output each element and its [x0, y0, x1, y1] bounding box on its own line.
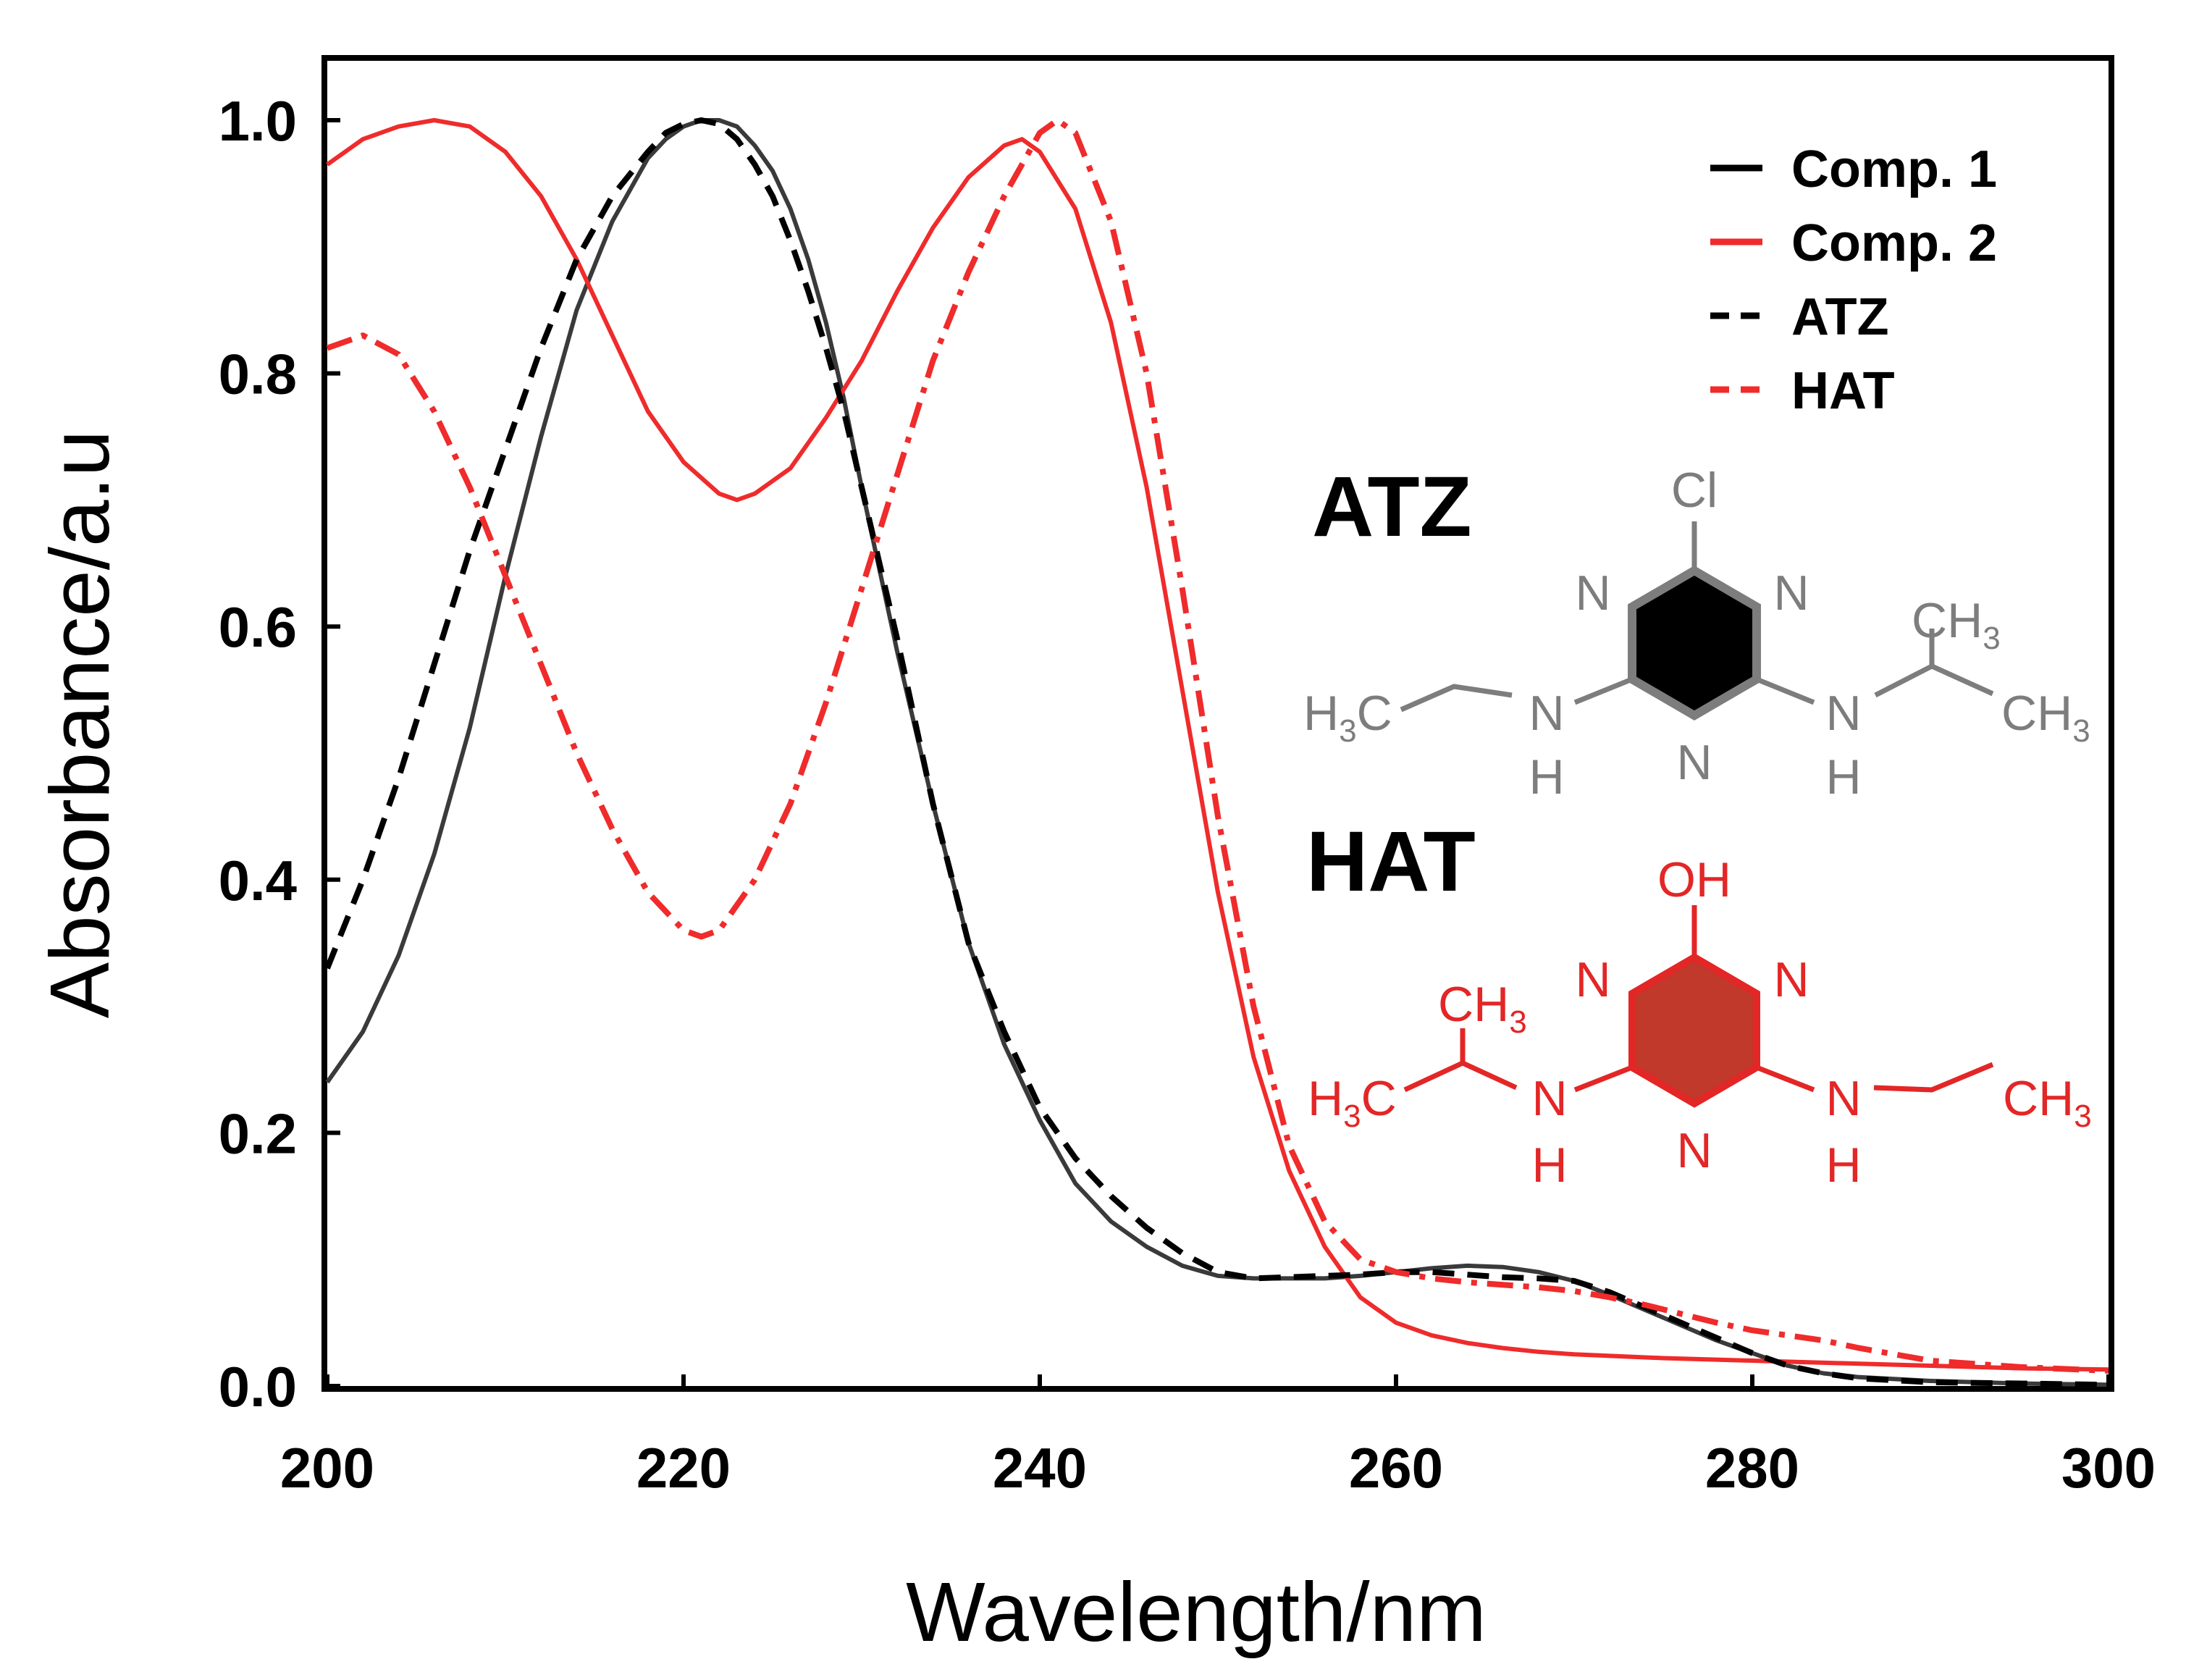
hat-h3c-left: H3C: [1308, 1071, 1397, 1134]
hat-nh-right-n: N: [1825, 1071, 1861, 1126]
legend-label-hat: HAT: [1791, 362, 1895, 420]
atz-nh-right-n: N: [1825, 686, 1861, 741]
hat-nh-right-h: H: [1825, 1138, 1861, 1193]
y-tick-label: 0.6: [219, 595, 297, 659]
atz-n-upper-right: N: [1773, 566, 1809, 621]
x-tick-label: 260: [1349, 1436, 1443, 1500]
atz-title: ATZ: [1312, 459, 1472, 555]
hat-title: HAT: [1306, 814, 1476, 910]
series-line-comp-1: [325, 118, 2109, 1387]
y-tick-label: 0.4: [219, 849, 297, 912]
series-line-comp-2: [326, 118, 2109, 1372]
ticks-layer: 200 220 240 260 280 300 0.0 0.2 0.4 0.6 0.8 1.0: [219, 89, 2156, 1500]
atz-n-bottom: N: [1676, 735, 1712, 790]
hat-ring: [1628, 953, 1760, 1108]
atz-cl-atom: Cl: [1671, 463, 1718, 518]
series-line-hat: [326, 117, 2109, 1374]
hat-nh-left-h: H: [1531, 1138, 1567, 1193]
hat-n-upper-right: N: [1773, 952, 1809, 1007]
legend-label-comp1: Comp. 1: [1791, 140, 1997, 198]
series-layer: [324, 117, 2109, 1388]
hat-n-bottom: N: [1676, 1123, 1712, 1178]
hat-oh-atom: OH: [1657, 852, 1731, 907]
atz-n-upper-left: N: [1575, 566, 1610, 621]
y-tick-label: 1.0: [219, 89, 297, 153]
legend-label-atz: ATZ: [1791, 288, 1889, 346]
x-tick-label: 220: [636, 1436, 731, 1500]
atz-nh-left-h: H: [1529, 749, 1564, 805]
legend: Comp. 1 Comp. 2 ATZ HAT: [1710, 140, 1997, 420]
legend-label-comp2: Comp. 2: [1791, 214, 1997, 272]
y-tick-label: 0.2: [219, 1101, 297, 1165]
atz-ch3-right: CH3: [2001, 686, 2090, 749]
x-axis-label: Wavelength/nm: [906, 1565, 1487, 1659]
hat-ch3-right: CH3: [2003, 1071, 2092, 1134]
atz-structure: ATZ Cl N N N N H N H H3C CH3 CH3: [1303, 459, 2090, 805]
atz-ch3-top: CH3: [1912, 593, 2001, 656]
atz-ring: [1628, 566, 1761, 721]
hat-nh-left-n: N: [1531, 1071, 1567, 1126]
y-tick-label: 0.0: [219, 1355, 297, 1419]
x-tick-label: 300: [2061, 1436, 2156, 1500]
x-tick-label: 200: [280, 1436, 374, 1500]
atz-nh-right-h: H: [1825, 749, 1861, 805]
plot-frame: [321, 55, 2114, 1392]
hat-ch3-top: CH3: [1438, 977, 1527, 1040]
atz-h3c-left: H3C: [1303, 686, 1392, 749]
y-axis-label: Absorbance/a.u: [33, 430, 127, 1019]
atz-nh-left-n: N: [1529, 686, 1564, 741]
hat-bonds: [1403, 905, 1994, 1093]
x-tick-label: 240: [993, 1436, 1087, 1500]
hat-n-upper-left: N: [1575, 952, 1610, 1007]
hat-structure: HAT OH N N N N H N H H3C CH3 CH3: [1306, 814, 2092, 1193]
atz-bonds: [1400, 521, 1994, 713]
x-tick-label: 280: [1705, 1436, 1799, 1500]
y-tick-label: 0.8: [219, 343, 297, 406]
